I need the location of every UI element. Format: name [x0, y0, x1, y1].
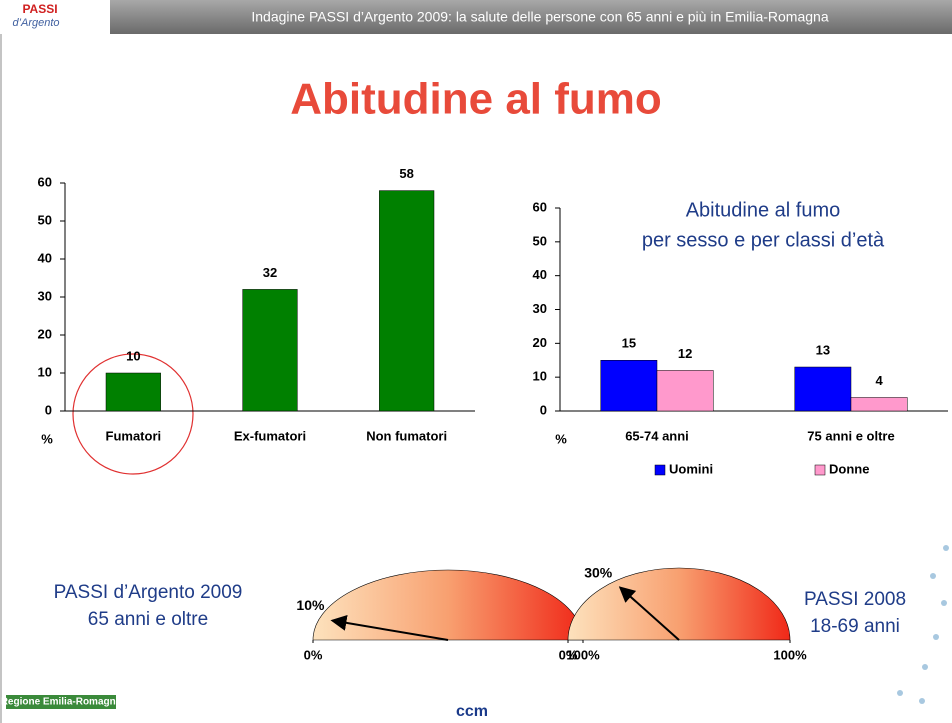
y-tick-label: 50 [533, 233, 547, 248]
data-label: 10% [296, 597, 325, 613]
logo-text: PASSI [22, 2, 57, 16]
x-tick-label: 0% [559, 647, 578, 662]
y-axis-label: % [41, 431, 53, 446]
bar [379, 191, 434, 411]
data-label: 30% [584, 564, 613, 580]
data-label: 13 [816, 342, 830, 357]
slide-title: Abitudine al fumo [290, 75, 662, 124]
x-tick-label: 100% [773, 647, 807, 662]
logo-text: ccm [456, 703, 488, 720]
x-tick-label: Fumatori [106, 428, 162, 443]
gauge-caption: PASSI d’Argento 2009 [54, 582, 243, 603]
x-tick-label: Ex-fumatori [234, 428, 306, 443]
legend-label: Donne [829, 461, 869, 476]
data-label: 15 [622, 336, 636, 351]
y-tick-label: 20 [38, 326, 52, 341]
bar [795, 367, 851, 411]
chart-title: per sesso e per classi d’età [642, 229, 885, 251]
logo-text: Regione Emilia-Romagna [1, 697, 122, 708]
bar [243, 289, 298, 411]
bar [106, 373, 161, 411]
chart-title: Abitudine al fumo [686, 199, 841, 221]
y-tick-label: 40 [38, 250, 52, 265]
logo-text: d’Argento [12, 17, 59, 29]
y-tick-label: 30 [38, 288, 52, 303]
bar [601, 360, 657, 411]
header-text: Indagine PASSI d’Argento 2009: la salute… [251, 9, 828, 25]
y-tick-label: 10 [38, 364, 52, 379]
y-axis-label: % [555, 431, 567, 446]
y-tick-label: 60 [533, 199, 547, 214]
bar [851, 397, 907, 411]
gauge-caption: 18-69 anni [810, 616, 900, 637]
x-tick-label: 65-74 anni [625, 428, 689, 443]
gauge-caption: 65 anni e oltre [88, 609, 208, 630]
y-tick-label: 0 [540, 402, 547, 417]
gauge-caption: PASSI 2008 [804, 589, 906, 610]
legend-label: Uomini [669, 461, 713, 476]
data-label: 58 [399, 166, 413, 181]
data-label: 4 [876, 373, 884, 388]
decoration [897, 545, 949, 704]
y-tick-label: 40 [533, 267, 547, 282]
legend-swatch [655, 465, 665, 475]
y-tick-label: 10 [533, 369, 547, 384]
legend-swatch [815, 465, 825, 475]
data-label: 32 [263, 265, 277, 280]
data-label: 12 [678, 346, 692, 361]
y-tick-label: 0 [45, 402, 52, 417]
x-tick-label: 75 anni e oltre [807, 428, 894, 443]
y-tick-label: 30 [533, 301, 547, 316]
y-tick-label: 60 [38, 174, 52, 189]
y-tick-label: 20 [533, 335, 547, 350]
x-tick-label: Non fumatori [366, 428, 447, 443]
data-label: 10 [126, 348, 140, 363]
slide: PASSI d’Argento Indagine PASSI d’Argento… [0, 0, 952, 723]
x-tick-label: 0% [304, 647, 323, 662]
bar [657, 370, 713, 411]
highlight-circle [73, 354, 193, 474]
gauge-dial [313, 570, 583, 640]
y-tick-label: 50 [38, 212, 52, 227]
